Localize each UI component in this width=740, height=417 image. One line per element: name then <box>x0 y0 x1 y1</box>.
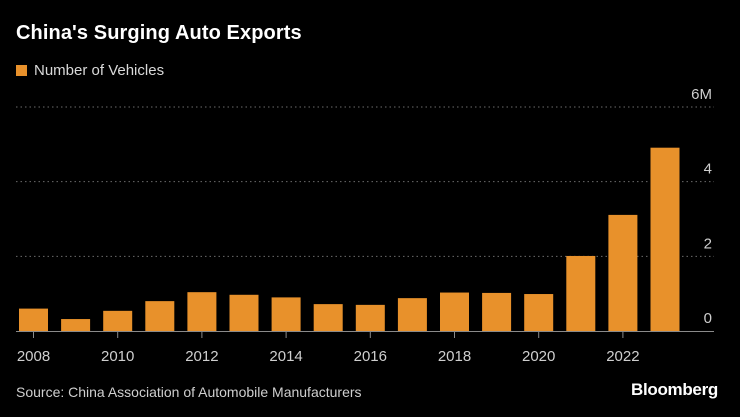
bar-2020 <box>524 294 554 331</box>
y-tick-label: 0 <box>704 310 712 327</box>
x-tick-label: 2018 <box>438 348 471 365</box>
bar-2014 <box>271 297 301 331</box>
y-tick-label: 4 <box>704 161 712 178</box>
bar-2011 <box>145 301 175 331</box>
bar-2015 <box>313 304 343 331</box>
bar-2019 <box>482 292 512 331</box>
legend: Number of Vehicles <box>16 62 164 79</box>
source-note: Source: China Association of Automobile … <box>16 384 362 400</box>
x-tick-label: 2010 <box>101 348 134 365</box>
x-tick-label: 2016 <box>354 348 387 365</box>
y-tick-label: 2 <box>704 235 712 252</box>
bar-2008 <box>19 308 48 331</box>
legend-swatch <box>16 65 27 76</box>
x-tick-label: 2014 <box>269 348 302 365</box>
x-tick-label: 2008 <box>17 348 50 365</box>
bar-2022 <box>608 214 638 331</box>
bar-2017 <box>397 298 427 331</box>
bar-2009 <box>61 319 91 331</box>
x-tick-label: 2022 <box>606 348 639 365</box>
bar-2023 <box>650 147 680 331</box>
y-tick-label: 6M <box>691 86 712 103</box>
bar-2021 <box>566 255 596 331</box>
chart-title: China's Surging Auto Exports <box>16 22 302 44</box>
bar-2010 <box>103 310 133 331</box>
bar-2013 <box>229 294 259 331</box>
x-tick-label: 2020 <box>522 348 555 365</box>
x-tick-label: 2012 <box>185 348 218 365</box>
legend-label: Number of Vehicles <box>34 62 165 79</box>
bloomberg-logo: Bloomberg <box>630 380 718 399</box>
bar-2012 <box>187 292 217 331</box>
bar-2016 <box>355 304 385 331</box>
bar-2018 <box>440 292 469 331</box>
